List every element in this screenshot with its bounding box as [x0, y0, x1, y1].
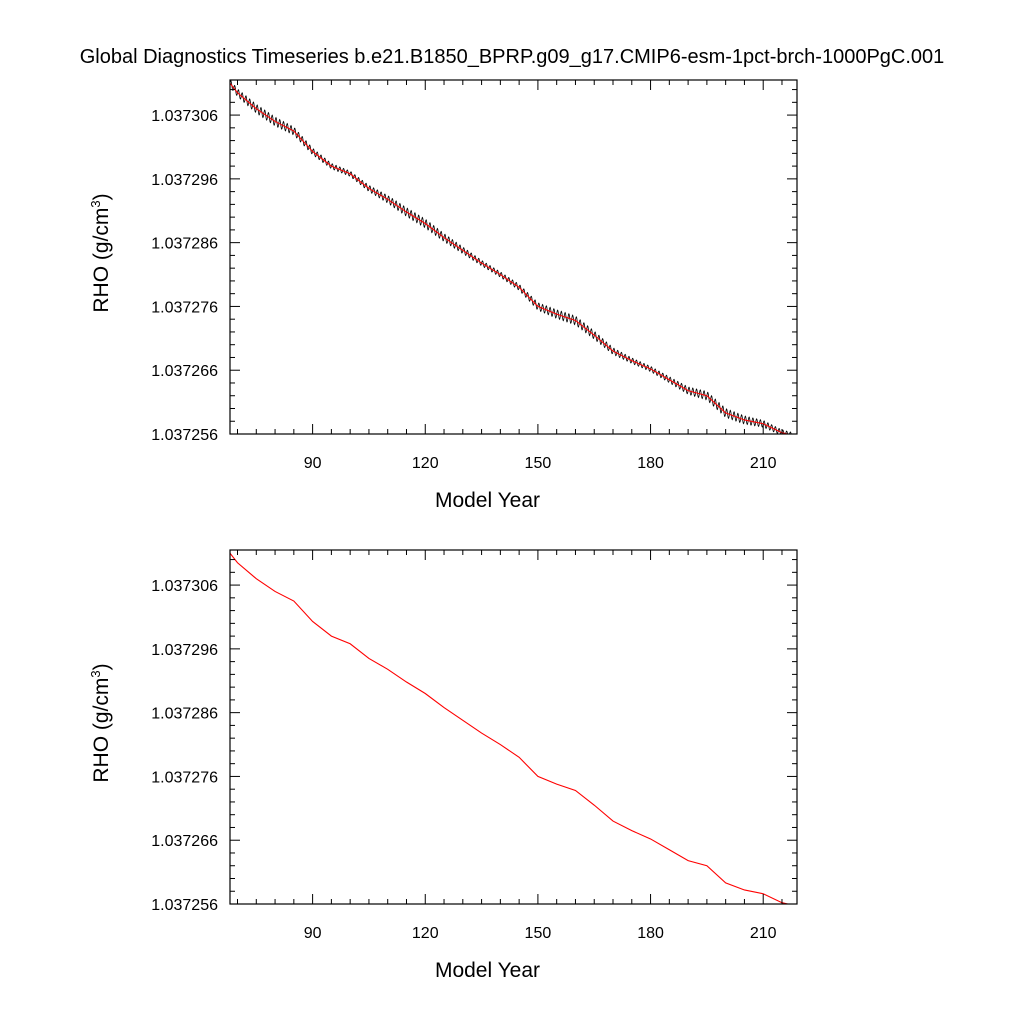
series-smoothed-line — [230, 552, 791, 904]
x-tick-label: 150 — [525, 925, 552, 942]
x-tick-label: 180 — [637, 455, 664, 472]
y-tick-label: 1.037276 — [151, 769, 218, 786]
y-tick-label: 1.037306 — [151, 578, 218, 595]
chart-panel-top: 90 120 150 180 210 1.037256 1.037266 1.037276 1.… — [88, 79, 798, 512]
y-axis-title: RHO (g/cm3) — [88, 193, 113, 312]
page-title: Global Diagnostics Timeseries b.e21.B185… — [79, 46, 945, 68]
y-tick-label: 1.037256 — [151, 427, 218, 444]
series-monthly-line — [230, 80, 792, 434]
x-tick-label: 120 — [412, 925, 439, 942]
x-tick-label: 120 — [412, 455, 439, 472]
y-tick-label: 1.037296 — [151, 172, 218, 189]
y-tick-label: 1.037286 — [151, 706, 218, 723]
plot-frame — [229, 79, 798, 435]
x-tick-label: 150 — [525, 455, 552, 472]
y-tick-label: 1.037286 — [151, 236, 218, 253]
series-smoothed-line — [230, 82, 791, 434]
y-axis-title: RHO (g/cm3) — [88, 663, 113, 782]
y-tick-label: 1.037296 — [151, 642, 218, 659]
x-tick-label: 180 — [637, 925, 664, 942]
x-tick-label: 90 — [304, 925, 322, 942]
plot-frame — [229, 549, 798, 905]
y-tick-label: 1.037266 — [151, 833, 218, 850]
x-axis-title: Model Year — [435, 489, 540, 512]
chart-panel-bottom: 90 120 150 180 210 1.037256 1.037266 1.037276 1.… — [88, 549, 798, 982]
x-axis-title: Model Year — [435, 959, 540, 982]
y-tick-label: 1.037266 — [151, 363, 218, 380]
y-tick-label: 1.037306 — [151, 108, 218, 125]
x-tick-label: 90 — [304, 455, 322, 472]
x-tick-label: 210 — [750, 925, 777, 942]
y-tick-label: 1.037256 — [151, 897, 218, 914]
x-tick-label: 210 — [750, 455, 777, 472]
y-tick-label: 1.037276 — [151, 299, 218, 316]
